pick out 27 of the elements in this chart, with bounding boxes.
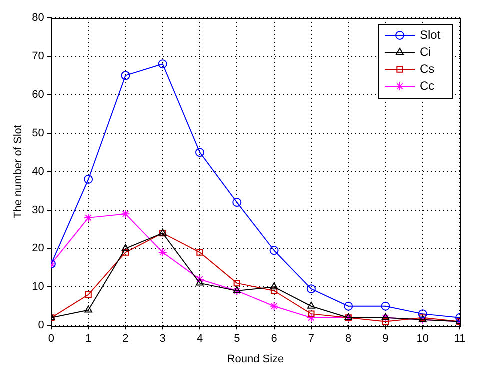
- x-tick-label: 8: [346, 333, 352, 346]
- y-tick-label: 80: [32, 12, 44, 24]
- y-tick-label: 0: [38, 320, 44, 332]
- x-tick-label: 9: [382, 333, 389, 346]
- x-tick-label: 4: [196, 333, 204, 346]
- x-tick-label: 5: [234, 333, 240, 346]
- y-tick-label: 60: [32, 88, 44, 101]
- y-tick-label: 40: [32, 166, 44, 178]
- y-axis-title: The number of Slot: [12, 125, 25, 219]
- x-tick-label: 10: [416, 333, 429, 346]
- x-tick-label: 6: [271, 333, 278, 346]
- y-tick-label: 50: [32, 127, 44, 140]
- legend-label: Cc: [420, 78, 435, 93]
- x-tick-label: 2: [122, 333, 129, 346]
- x-axis-title: Round Size: [227, 353, 284, 366]
- x-tick-label: 11: [454, 333, 466, 346]
- x-tick-label: 0: [48, 333, 54, 346]
- y-tick-label: 70: [32, 50, 44, 62]
- legend-label: Ci: [420, 44, 432, 59]
- x-tick-label: 7: [308, 333, 314, 346]
- x-tick-label: 3: [160, 333, 166, 346]
- x-tick-label: 1: [86, 333, 92, 346]
- legend-label: Slot: [420, 28, 442, 42]
- y-tick-label: 20: [32, 242, 44, 255]
- legend-label: Cs: [420, 62, 435, 76]
- y-tick-label: 30: [32, 204, 44, 216]
- y-tick-label: 10: [32, 281, 44, 294]
